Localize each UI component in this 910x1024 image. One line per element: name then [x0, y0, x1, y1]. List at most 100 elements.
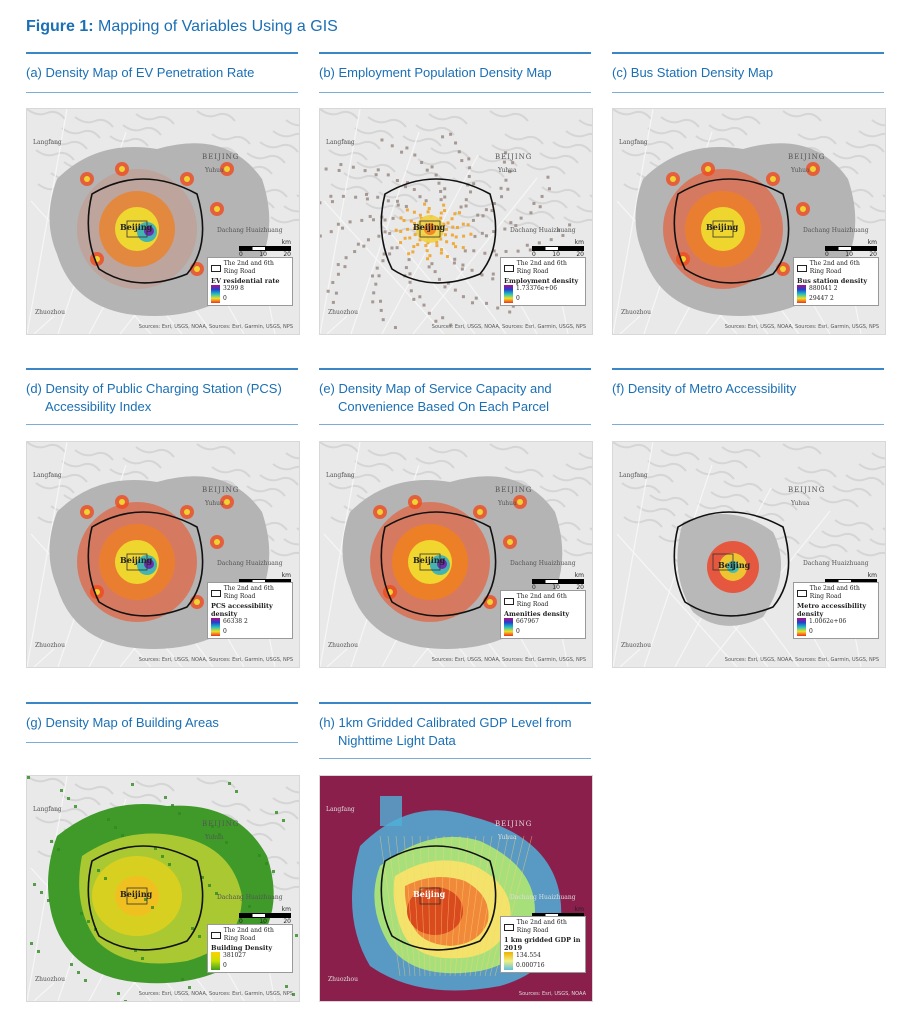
place-label: Dachang Huaizhuang	[510, 894, 576, 901]
panel-top-rule	[26, 52, 298, 54]
place-label: Zhuozhou	[35, 976, 66, 983]
region-label: BEIJING	[202, 486, 240, 494]
ring-road-6th	[87, 845, 204, 951]
ring-road-2nd	[712, 220, 734, 238]
map-credit: Sources: Esri, USGS, NOAA, Sources: Esri…	[138, 324, 293, 330]
legend-color-ramp	[797, 285, 806, 303]
map-credit: Sources: Esri, USGS, NOAA	[518, 991, 586, 997]
place-label: Dachang Huaizhuang	[803, 560, 869, 567]
scale-0: 0	[825, 251, 829, 258]
panel-top-rule	[26, 368, 298, 370]
legend-low: 0	[516, 295, 520, 302]
map-b: Beijing BEIJING Yuhua Dachang Huaizhuang…	[319, 108, 593, 335]
panel-caption: (f) Density of Metro Accessibility	[612, 380, 902, 398]
legend-title: 1 km gridded GDP in 2019	[504, 936, 581, 952]
scale-20: 20	[283, 918, 291, 925]
legend-color-ramp	[504, 618, 513, 636]
scale-10: 10	[845, 251, 853, 258]
ring-road-6th	[380, 511, 497, 617]
place-label: Langfang	[326, 806, 355, 813]
figure-label: Figure 1:	[26, 18, 94, 35]
city-label: Beijing	[120, 222, 153, 232]
place-label: Yuhua	[791, 500, 810, 507]
ring-road-2nd	[712, 553, 734, 571]
scale-20: 20	[576, 251, 584, 258]
caption-line-1: (h) 1km Gridded Calibrated GDP Level fro…	[319, 715, 572, 730]
region-label: BEIJING	[202, 153, 240, 161]
scale-bar-graphic	[825, 246, 877, 251]
place-label: Zhuozhou	[328, 642, 359, 649]
legend-color-ramp	[504, 952, 513, 970]
ring-road-6th	[673, 511, 790, 617]
panel-e: (e) Density Map of Service Capacity and …	[319, 368, 593, 668]
caption-line-1: (f) Density of Metro Accessibility	[612, 381, 797, 396]
panel-bottom-rule	[26, 92, 298, 93]
legend-title: Employment density	[504, 277, 579, 285]
panel-g: (g) Density Map of Building Areas Beijin…	[26, 702, 300, 1002]
panel-top-rule	[319, 702, 591, 704]
panel-top-rule	[612, 368, 884, 370]
legend-ring-road: The 2nd and 6th Ring Road	[516, 593, 567, 608]
legend-low: 0	[223, 628, 227, 635]
legend-color-ramp	[504, 285, 513, 303]
legend-high: 1.73376e+06	[516, 285, 558, 292]
caption-line-1: (g) Density Map of Building Areas	[26, 715, 219, 730]
ring-road-swatch	[504, 264, 514, 272]
place-label: Langfang	[619, 472, 648, 479]
place-label: Zhuozhou	[328, 976, 359, 983]
region-label: BEIJING	[788, 153, 826, 161]
place-label: Langfang	[326, 472, 355, 479]
map-graphic	[27, 442, 299, 667]
scale-0: 0	[532, 251, 536, 258]
ring-road-swatch	[211, 589, 221, 597]
legend-ring-road: The 2nd and 6th Ring Road	[809, 260, 860, 275]
panel-bottom-rule	[26, 424, 298, 425]
legend-low: 0	[516, 628, 520, 635]
caption-line-1: (c) Bus Station Density Map	[612, 65, 774, 80]
place-label: Yuhua	[205, 500, 224, 507]
ring-road-2nd	[419, 553, 441, 571]
panel-caption: (h) 1km Gridded Calibrated GDP Level fro…	[319, 714, 609, 750]
map-legend: The 2nd and 6th Ring Road Building Densi…	[207, 924, 293, 973]
panel-top-rule	[319, 368, 591, 370]
map-legend: The 2nd and 6th Ring Road Bus station de…	[793, 257, 879, 306]
panel-bottom-rule	[612, 92, 884, 93]
scale-bar: km 0 10 20	[239, 239, 291, 258]
scale-bar-graphic	[532, 579, 584, 584]
place-label: Zhuozhou	[328, 309, 359, 316]
map-legend: The 2nd and 6th Ring Road Metro accessib…	[793, 582, 879, 639]
caption-line-2: Convenience Based On Each Parcel	[338, 399, 550, 414]
place-label: Zhuozhou	[621, 642, 652, 649]
panel-b: (b) Employment Population Density Map Be…	[319, 52, 593, 335]
city-label: Beijing	[413, 555, 446, 565]
scale-unit: km	[281, 239, 291, 246]
legend-low: 0	[809, 628, 813, 635]
ring-road-2nd	[419, 887, 441, 905]
ring-road-swatch	[504, 923, 514, 931]
panel-caption: (b) Employment Population Density Map	[319, 64, 609, 82]
city-label: Beijing	[718, 560, 751, 570]
panel-f: (f) Density of Metro Accessibility Beiji…	[612, 368, 886, 668]
scale-bar: km 0 10 20	[532, 239, 584, 258]
legend-title: Metro accessibility density	[797, 602, 867, 618]
legend-ring-road: The 2nd and 6th Ring Road	[516, 919, 567, 934]
ring-road-swatch	[504, 597, 514, 605]
map-credit: Sources: Esri, USGS, NOAA, Sources: Esri…	[431, 324, 586, 330]
legend-ring-road: The 2nd and 6th Ring Road	[809, 585, 860, 600]
legend-color-ramp	[211, 285, 220, 303]
map-credit: Sources: Esri, USGS, NOAA, Sources: Esri…	[431, 657, 586, 663]
city-label: Beijing	[413, 222, 446, 232]
ring-road-swatch	[211, 931, 221, 939]
panel-caption: (d) Density of Public Charging Station (…	[26, 380, 316, 416]
place-label: Yuhua	[498, 834, 517, 841]
map-credit: Sources: Esri, USGS, NOAA, Sources: Esri…	[138, 657, 293, 663]
place-label: Zhuozhou	[35, 309, 66, 316]
panel-top-rule	[26, 702, 298, 704]
legend-ring-road: The 2nd and 6th Ring Road	[516, 260, 567, 275]
region-label: BEIJING	[495, 153, 533, 161]
legend-title: PCS accessibility density	[211, 602, 273, 618]
place-label: Yuhua	[498, 500, 517, 507]
panel-c: (c) Bus Station Density Map Beijing BEIJ…	[612, 52, 886, 335]
scale-10: 10	[259, 918, 267, 925]
panel-caption: (a) Density Map of EV Penetration Rate	[26, 64, 316, 82]
